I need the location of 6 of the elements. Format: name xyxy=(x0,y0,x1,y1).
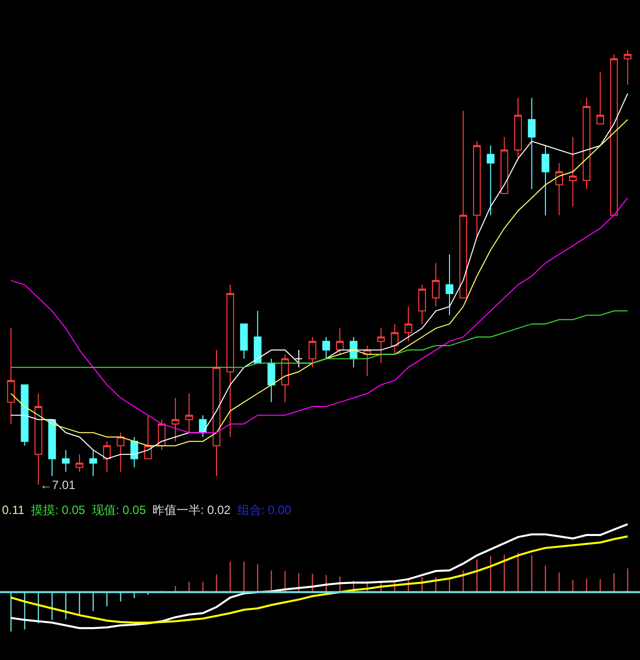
text: 组合: 0.00 xyxy=(237,503,292,517)
text: 摸摸: 0.05 xyxy=(31,503,86,517)
text: 现值: 0.05 xyxy=(92,503,146,517)
text: 0.11 xyxy=(2,503,25,517)
text: 昨值一半: 0.02 xyxy=(152,503,231,517)
annotation: ←7.01 xyxy=(40,478,76,492)
